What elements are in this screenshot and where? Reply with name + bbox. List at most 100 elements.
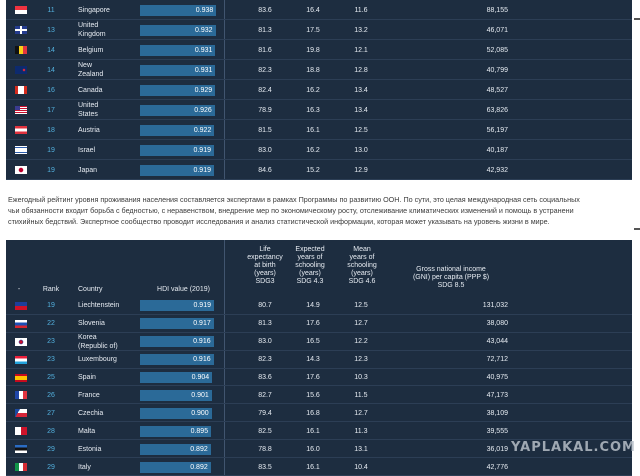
life-expectancy-cell: 83.6	[258, 6, 272, 14]
gni-cell: 48,527	[486, 86, 508, 94]
mean-schooling-cell: 12.5	[354, 126, 368, 134]
table-row: 25 Spain 0.904 83.6 17.6 10.3 40,975	[6, 369, 632, 387]
mean-schooling-cell: 13.1	[354, 445, 368, 453]
expected-schooling-cell: 14.3	[306, 356, 320, 364]
rank-cell: 19	[47, 302, 55, 310]
gni-cell: 88,155	[486, 6, 508, 14]
country-flag-icon	[15, 445, 27, 454]
hdi-value: 0.931	[194, 66, 213, 74]
mean-schooling-cell: 13.4	[354, 106, 368, 114]
country-cell: New Zealand	[78, 62, 104, 78]
hdi-value: 0.929	[194, 86, 213, 94]
expected-schooling-cell: 16.4	[306, 6, 320, 14]
table-row: 14 Belgium 0.931 81.6 19.8 12.1 52,085	[6, 40, 632, 60]
table-row: 14 New Zealand 0.931 82.3 18.8 12.8 40,799	[6, 60, 632, 80]
mean-schooling-cell: 12.3	[354, 356, 368, 364]
hdi-value: 0.917	[193, 320, 211, 328]
gni-cell: 36,019	[486, 445, 508, 453]
hdi-value: 0.932	[195, 26, 213, 34]
rank-cell: 29	[47, 445, 55, 453]
gni-cell: 40,799	[486, 66, 508, 74]
gni-cell: 38,109	[486, 409, 508, 417]
watermark-logo: YAPLAKAL.COM	[511, 440, 636, 455]
expected-schooling-cell: 16.5	[306, 338, 320, 346]
country-cell: Estonia	[78, 445, 102, 453]
gni-cell: 47,173	[486, 391, 508, 399]
hdi-value: 0.892	[190, 463, 208, 471]
table-row: 19 Liechtenstein 0.919 80.7 14.9 12.5 131,032	[6, 297, 632, 315]
rank-cell: 23	[47, 338, 55, 346]
expected-schooling-cell: 18.8	[306, 66, 320, 74]
expected-schooling-cell: 17.6	[306, 374, 320, 382]
gni-cell: 46,071	[486, 26, 508, 34]
description-paragraph: Ежегодный рейтинг уровня проживания насе…	[8, 194, 640, 227]
paragraph-line: чьи обязанности входит борьба с бедность…	[8, 206, 574, 215]
table-row: 29 Italy 0.892 83.5 16.1 10.4 42,776	[6, 458, 632, 476]
table-row: 17 United States 0.926 78.9 16.3 13.4 63,826	[6, 100, 632, 120]
rank-cell: 14	[47, 66, 55, 74]
gni-cell: 63,826	[486, 106, 508, 114]
life-expectancy-cell: 83.0	[258, 338, 272, 346]
gni-cell: 42,776	[486, 463, 508, 471]
hdi-bar: 0.931	[140, 44, 216, 56]
hdi-bar: 0.931	[140, 64, 216, 76]
country-flag-icon	[15, 86, 27, 94]
expected-schooling-cell: 16.3	[306, 106, 320, 114]
gni-cell: 38,080	[486, 320, 508, 328]
rank-cell: 19	[47, 166, 55, 174]
country-cell: Czechia	[78, 409, 104, 417]
life-expectancy-cell: 83.0	[258, 146, 272, 154]
country-flag-icon	[15, 427, 27, 436]
header-gni: Gross national income (GNI) per capita (…	[412, 266, 490, 289]
table-row: 27 Czechia 0.900 79.4 16.8 12.7 38,109	[6, 404, 632, 423]
hdi-value: 0.938	[195, 6, 214, 14]
mean-schooling-cell: 12.9	[354, 166, 368, 174]
country-cell: Spain	[78, 374, 96, 382]
header-country: Country	[78, 286, 103, 293]
life-expectancy-cell: 78.9	[258, 106, 272, 114]
mean-schooling-cell: 11.6	[354, 6, 368, 14]
rank-cell: 23	[47, 356, 55, 364]
hdi-bar: 0.901	[140, 389, 212, 401]
life-expectancy-cell: 81.3	[258, 26, 272, 34]
expected-schooling-cell: 17.5	[306, 26, 320, 34]
country-cell: Italy	[78, 463, 91, 471]
country-flag-icon	[15, 6, 27, 14]
rank-cell: 14	[47, 46, 55, 54]
country-flag-icon	[15, 337, 27, 346]
life-expectancy-cell: 79.4	[258, 409, 272, 417]
table-row: 23 Korea (Republic of) 0.916 83.0 16.5 12.2 43,…	[6, 333, 632, 351]
country-cell: Belgium	[78, 46, 104, 54]
rank-cell: 26	[47, 391, 55, 399]
mean-schooling-cell: 12.7	[354, 320, 368, 328]
hdi-bar: 0.919	[140, 144, 214, 156]
hdi-bar: 0.900	[140, 407, 212, 419]
gni-cell: 40,975	[486, 374, 508, 382]
mean-schooling-cell: 13.0	[354, 146, 368, 154]
page-edge-mark	[634, 228, 640, 230]
country-cell: Malta	[78, 427, 96, 435]
rank-cell: 27	[47, 409, 55, 417]
expected-schooling-cell: 14.9	[306, 302, 320, 310]
rank-cell: 13	[47, 26, 55, 34]
rank-cell: 29	[47, 463, 55, 471]
hdi-value: 0.895	[190, 427, 209, 435]
country-cell: Austria	[78, 126, 100, 134]
country-flag-icon	[15, 409, 27, 418]
life-expectancy-cell: 82.7	[258, 391, 272, 399]
hdi-bar: 0.892	[140, 443, 211, 455]
gni-cell: 72,712	[486, 356, 508, 364]
life-expectancy-cell: 82.5	[258, 427, 272, 435]
mean-schooling-cell: 11.5	[354, 391, 368, 399]
mean-schooling-cell: 12.8	[354, 66, 368, 74]
life-expectancy-cell: 83.6	[258, 374, 272, 382]
header-hdi: HDI value (2019)	[157, 286, 210, 293]
country-flag-icon	[15, 391, 27, 400]
gni-cell: 52,085	[486, 46, 508, 54]
country-cell: France	[78, 391, 100, 399]
life-expectancy-cell: 78.8	[258, 445, 272, 453]
table-row: 11 Singapore 0.938 83.6 16.4 11.6 88,155	[6, 0, 632, 20]
rank-cell: 28	[47, 427, 55, 435]
mean-schooling-cell: 11.3	[354, 427, 368, 435]
life-expectancy-cell: 83.5	[258, 463, 272, 471]
